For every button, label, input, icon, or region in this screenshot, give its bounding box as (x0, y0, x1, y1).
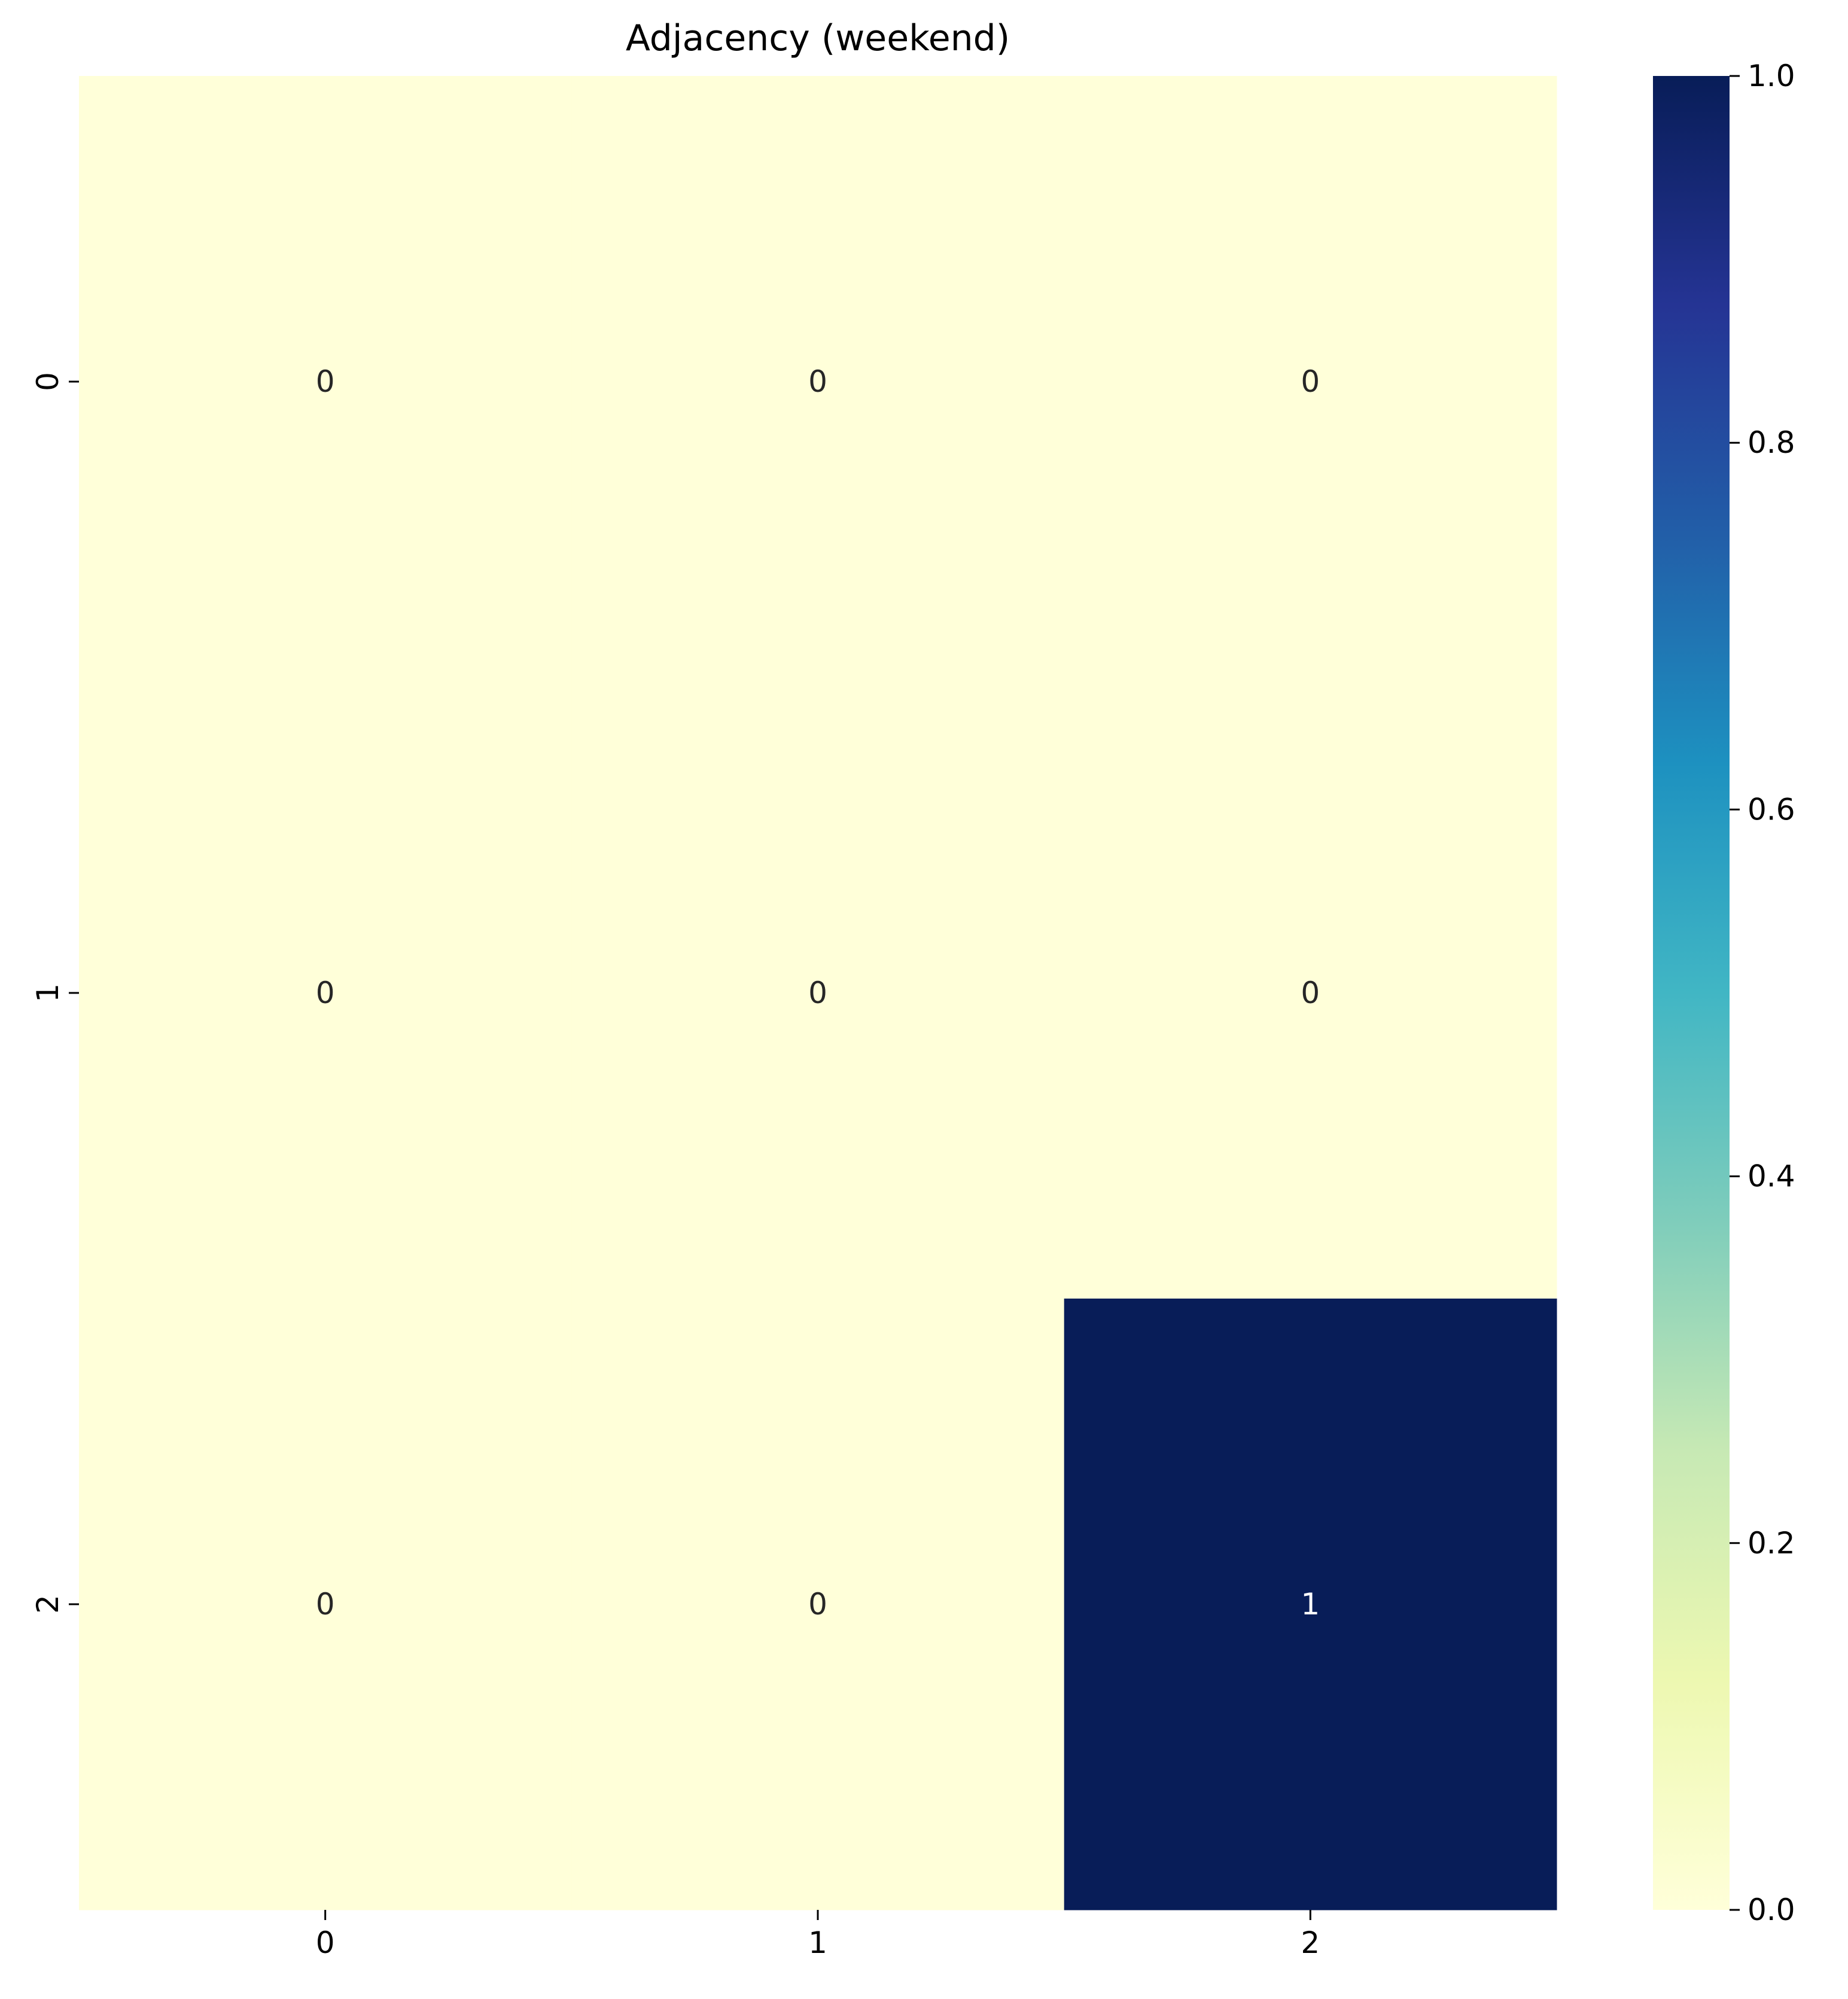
cell-annotation-0-1: 0 (808, 364, 827, 399)
heatmap-cell-1-1 (571, 687, 1065, 1299)
heatmap-cell-1-2 (1064, 687, 1557, 1299)
heatmap-cells (79, 76, 1557, 1910)
colorbar-tick-label-5: 1.0 (1747, 59, 1795, 93)
colorbar-gradient (1653, 76, 1730, 1910)
cell-annotation-1-0: 0 (316, 976, 335, 1010)
x-tick-label-0: 0 (316, 1925, 335, 1960)
cell-annotation-2-1: 0 (808, 1587, 827, 1622)
y-axis: 0 1 2 (31, 372, 79, 1614)
colorbar-tick-label-1: 0.2 (1747, 1526, 1795, 1561)
heatmap-cell-2-1 (571, 1299, 1065, 1910)
colorbar-tick-label-3: 0.6 (1747, 792, 1795, 827)
cell-annotation-0-2: 0 (1301, 364, 1320, 399)
y-tick-label-0: 0 (31, 372, 65, 391)
cell-annotations: 0 0 0 0 0 0 0 0 1 (316, 364, 1320, 1622)
colorbar-ticks: 0.0 0.2 0.4 0.6 0.8 1.0 (1730, 59, 1795, 1927)
cell-annotation-2-0: 0 (316, 1587, 335, 1622)
heatmap-cell-0-2 (1064, 76, 1557, 688)
heatmap-cell-2-2 (1064, 1299, 1557, 1910)
cell-annotation-1-2: 0 (1301, 976, 1320, 1010)
cell-annotation-1-1: 0 (808, 976, 827, 1010)
colorbar (1653, 76, 1730, 1910)
colorbar-tick-label-4: 0.8 (1747, 425, 1795, 460)
cell-annotation-0-0: 0 (316, 364, 335, 399)
colorbar-tick-label-0: 0.0 (1747, 1893, 1795, 1927)
heatmap-cell-2-0 (79, 1299, 572, 1910)
x-tick-label-2: 2 (1301, 1925, 1320, 1960)
x-axis: 0 1 2 (316, 1910, 1320, 1960)
cell-annotation-2-2: 1 (1301, 1587, 1320, 1622)
x-tick-label-1: 1 (808, 1925, 827, 1960)
chart-title: Adjacency (weekend) (626, 17, 1010, 59)
heatmap-cell-0-0 (79, 76, 572, 688)
colorbar-tick-label-2: 0.4 (1747, 1159, 1795, 1194)
y-tick-label-2: 2 (31, 1595, 65, 1614)
heatmap-cell-1-0 (79, 687, 572, 1299)
y-tick-label-1: 1 (31, 983, 65, 1002)
heatmap-cell-0-1 (571, 76, 1065, 688)
